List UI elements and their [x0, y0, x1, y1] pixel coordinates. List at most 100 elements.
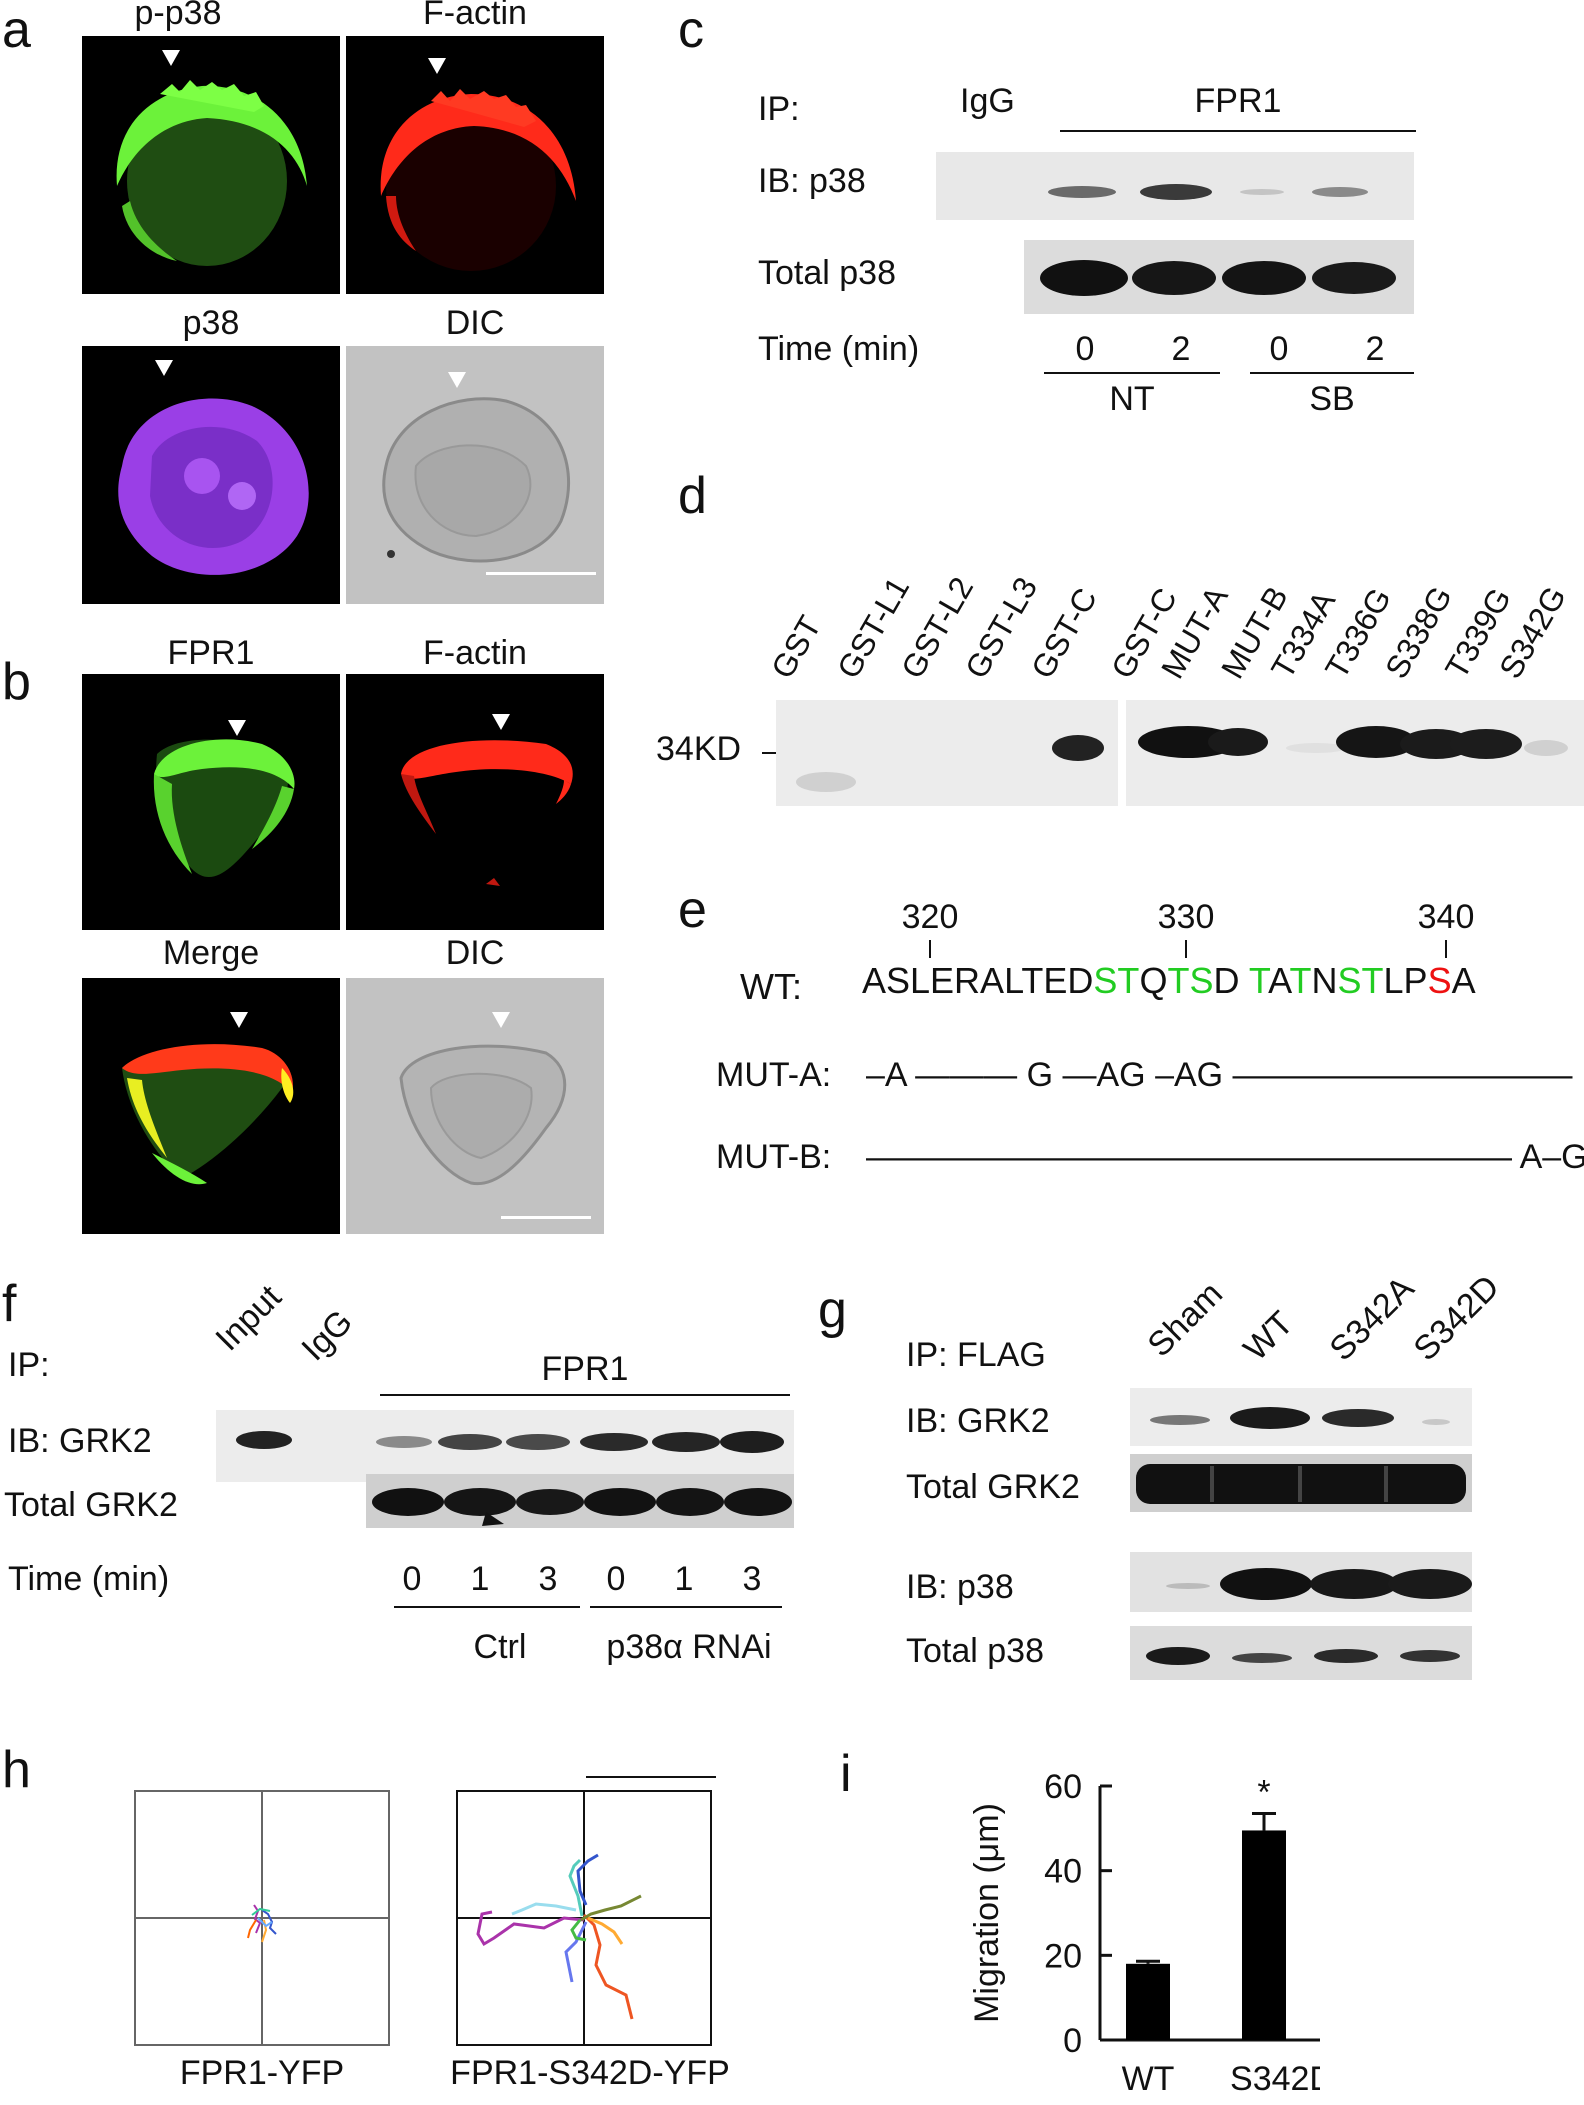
panel-label-h: h — [2, 1741, 31, 1799]
micrograph-dic-a — [346, 346, 604, 604]
e-wt-residue-group: TS — [1167, 960, 1214, 1001]
e-wt-label: WT: — [740, 966, 802, 1007]
g-blot-ib-grk2 — [1130, 1388, 1472, 1446]
panel-label-c: c — [678, 1, 704, 59]
panel-label-e: e — [678, 881, 707, 939]
i-y-tick-label: 40 — [1044, 1853, 1082, 1891]
panel-label-b: b — [2, 653, 31, 711]
g-lane-wt: WT — [1236, 1304, 1301, 1369]
arrowhead-icon — [230, 1012, 248, 1028]
panel-a-title-p-p38: p-p38 — [134, 0, 222, 32]
e-muta-label: MUT-A: — [716, 1056, 832, 1094]
f-input-label: Input — [208, 1277, 289, 1359]
e-pos-340: 340 — [1417, 898, 1475, 936]
arrowhead-icon — [162, 50, 180, 66]
arrowhead-icon — [228, 720, 246, 736]
d-lane-label: GST — [763, 609, 829, 685]
g-row-ib-grk2: IB: GRK2 — [906, 1402, 1050, 1440]
c-time-label: Time (min) — [758, 330, 920, 368]
micrograph-fpr1 — [82, 674, 340, 930]
e-muta-sequence: –A ——— G —AG –AG —————————— — [866, 1056, 1573, 1094]
f-blot-ib-grk2 — [216, 1410, 794, 1482]
f-time-value: 3 — [742, 1560, 762, 1598]
c-time-3: 2 — [1365, 330, 1385, 368]
arrowhead-icon — [492, 714, 510, 730]
c-nt-rule — [1044, 372, 1220, 374]
panel-b-title-merge: Merge — [162, 934, 260, 972]
i-y-tick-label: 60 — [1044, 1768, 1082, 1806]
e-wt-residue-group: S — [1427, 960, 1452, 1001]
panel-b-title-dic: DIC — [445, 934, 505, 972]
e-wt-residue-group: ST — [1093, 960, 1140, 1001]
f-time-value: 1 — [470, 1560, 490, 1598]
arrowhead-icon — [428, 58, 446, 74]
c-blot-total-p38 — [1024, 240, 1414, 314]
f-ctrl-rule — [394, 1606, 580, 1608]
arrowhead-icon — [492, 1012, 510, 1028]
micrograph-f-actin — [346, 36, 604, 294]
i-y-tick-label: 20 — [1044, 1937, 1082, 1975]
h-scale-bar — [586, 1776, 716, 1778]
i-y-axis-label: Migration (μm) — [968, 1803, 1006, 2023]
g-lane-s342d: S342D — [1406, 1267, 1507, 1369]
f-time-value: 1 — [674, 1560, 694, 1598]
f-ip-label: IP: — [8, 1346, 50, 1384]
d-marker-34kd: 34KD — [656, 730, 742, 768]
c-fpr1-label: FPR1 — [1194, 82, 1282, 120]
e-wt-residue-group: N — [1311, 960, 1338, 1001]
g-blot-ib-p38 — [1130, 1552, 1472, 1612]
f-fpr1-rule — [380, 1394, 790, 1396]
e-wt-residue-group: Q — [1139, 960, 1168, 1001]
f-time-value: 3 — [538, 1560, 558, 1598]
e-pos-330: 330 — [1157, 898, 1215, 936]
g-lane-s342a: S342A — [1322, 1269, 1422, 1369]
f-fpr1-label: FPR1 — [541, 1350, 629, 1388]
e-wt-residue-group: T — [1248, 960, 1269, 1001]
e-wt-residue-group: T — [1289, 960, 1312, 1001]
panel-label-a: a — [2, 1, 31, 59]
e-wt-residue-group: D — [1213, 960, 1249, 1001]
c-group-sb: SB — [1309, 380, 1355, 418]
micrograph-merge — [82, 978, 340, 1234]
f-time-value: 0 — [402, 1560, 422, 1598]
panel-a-title-p38: p38 — [182, 304, 240, 342]
e-tick-320 — [929, 940, 931, 958]
i-bar-chart: 0 20 40 60 Migration (μm) WT S342D * — [950, 1760, 1334, 2100]
micrograph-p38 — [82, 346, 340, 604]
f-group-rnai: p38α RNAi — [606, 1628, 772, 1666]
panel-a-title-f-actin: F-actin — [423, 0, 527, 32]
c-sb-rule — [1250, 372, 1414, 374]
panel-label-i: i — [840, 1745, 852, 1803]
c-blot-ib-p38 — [936, 152, 1414, 220]
micrograph-dic-b — [346, 978, 604, 1234]
h-right-track-plot — [456, 1790, 712, 2046]
c-row-ib-p38: IB: p38 — [758, 162, 866, 200]
f-time-label: Time (min) — [8, 1560, 170, 1598]
f-row-ib-grk2: IB: GRK2 — [8, 1422, 152, 1460]
d-blot-left — [776, 700, 1118, 806]
e-wt-residue-group: A — [1268, 960, 1290, 1001]
c-igg-label: IgG — [960, 82, 1015, 120]
scale-bar — [486, 572, 596, 575]
g-ip-label: IP: FLAG — [906, 1336, 1046, 1374]
arrowhead-icon — [155, 360, 173, 376]
panel-label-d: d — [678, 467, 707, 525]
c-row-total-p38: Total p38 — [758, 254, 896, 292]
e-wt-residue-group: ASLERALTED — [862, 960, 1094, 1001]
f-blot-total-grk2 — [366, 1474, 794, 1528]
e-wt-residue-group: ST — [1337, 960, 1384, 1001]
g-row-total-grk2: Total GRK2 — [906, 1468, 1080, 1506]
e-wt-residue-group: A — [1451, 960, 1476, 1001]
e-mutb-sequence: ——————————————————— A–G–GG—G– — [866, 1138, 1584, 1176]
i-x-tick-label: S342D — [1230, 2060, 1320, 2098]
i-y-tick-label: 0 — [1063, 2022, 1082, 2060]
i-bar — [1126, 1963, 1170, 2040]
h-left-track-plot — [134, 1790, 390, 2046]
e-pos-320: 320 — [901, 898, 959, 936]
g-blot-total-p38 — [1130, 1626, 1472, 1680]
g-row-ib-p38: IB: p38 — [906, 1568, 1014, 1606]
f-rnai-rule — [590, 1606, 782, 1608]
h-right-caption: FPR1-S342D-YFP — [450, 2054, 730, 2092]
c-time-2: 0 — [1269, 330, 1289, 368]
h-left-caption: FPR1-YFP — [179, 2054, 345, 2092]
